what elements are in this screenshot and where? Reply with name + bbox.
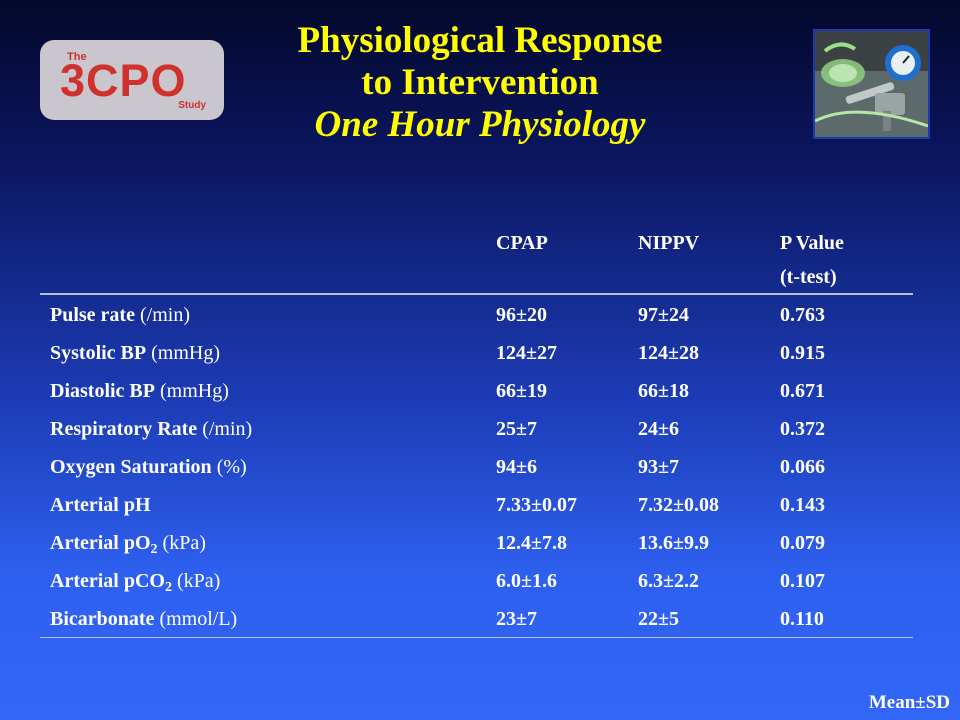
table-top-rule — [40, 293, 913, 295]
p-value: 0.107 — [780, 570, 825, 592]
nippv-value: 13.6±9.9 — [638, 532, 709, 554]
row-label: Pulse rate (/min) — [50, 304, 190, 326]
col-header-pvalue: P Value (t-test) — [780, 226, 844, 294]
logo-study: Study — [178, 100, 206, 111]
row-label: Respiratory Rate (/min) — [50, 418, 253, 440]
row-label: Oxygen Saturation (%) — [50, 456, 247, 478]
nippv-value: 66±18 — [638, 380, 689, 402]
nippv-value: 124±28 — [638, 342, 699, 364]
cpap-value: 25±7 — [496, 418, 537, 440]
medical-equipment-photo — [813, 29, 930, 139]
p-value: 0.143 — [780, 494, 825, 516]
pvalue-sublabel: (t-test) — [780, 266, 837, 288]
row-label: Bicarbonate (mmol/L) — [50, 608, 238, 630]
pvalue-label: P Value — [780, 232, 844, 254]
nippv-value: 24±6 — [638, 418, 679, 440]
results-table: Pulse rate (/min) 96±20 97±24 0.763 Syst… — [0, 296, 960, 638]
cpap-value: 124±27 — [496, 342, 557, 364]
cpap-value: 96±20 — [496, 304, 547, 326]
cpap-value: 7.33±0.07 — [496, 494, 577, 516]
table-bottom-rule — [40, 637, 913, 638]
col-header-cpap: CPAP — [496, 232, 548, 254]
row-label: Arterial pH — [50, 494, 151, 516]
table-row: Arterial pCO2 (kPa) 6.0±1.6 6.3±2.2 0.10… — [0, 562, 960, 600]
row-label: Diastolic BP (mmHg) — [50, 380, 229, 402]
nippv-value: 7.32±0.08 — [638, 494, 719, 516]
col-header-nippv: NIPPV — [638, 232, 700, 254]
p-value: 0.915 — [780, 342, 825, 364]
footer-note: Mean±SD — [868, 692, 950, 713]
nippv-value: 22±5 — [638, 608, 679, 630]
cpap-value: 6.0±1.6 — [496, 570, 557, 592]
p-value: 0.066 — [780, 456, 825, 478]
table-row: Arterial pO2 (kPa) 12.4±7.8 13.6±9.9 0.0… — [0, 524, 960, 562]
p-value: 0.763 — [780, 304, 825, 326]
row-label: Arterial pO2 (kPa) — [50, 532, 206, 557]
table-row: Arterial pH 7.33±0.07 7.32±0.08 0.143 — [0, 486, 960, 524]
p-value: 0.110 — [780, 608, 824, 630]
title-subtitle: One Hour Physiology — [314, 104, 646, 145]
title-line-2: to Intervention — [361, 62, 599, 103]
slide-title: Physiological Response to Intervention O… — [230, 20, 730, 146]
p-value: 0.372 — [780, 418, 825, 440]
row-label: Arterial pCO2 (kPa) — [50, 570, 221, 595]
cpap-value: 94±6 — [496, 456, 537, 478]
cpap-value: 23±7 — [496, 608, 537, 630]
logo-the: The — [67, 51, 87, 63]
nippv-value: 6.3±2.2 — [638, 570, 699, 592]
study-logo: The 3CPO Study — [40, 40, 224, 120]
table-row: Oxygen Saturation (%) 94±6 93±7 0.066 — [0, 448, 960, 486]
table-row: Bicarbonate (mmol/L) 23±7 22±5 0.110 — [0, 600, 960, 638]
cpap-value: 12.4±7.8 — [496, 532, 567, 554]
cpap-value: 66±19 — [496, 380, 547, 402]
p-value: 0.671 — [780, 380, 825, 402]
nippv-value: 93±7 — [638, 456, 679, 478]
row-label: Systolic BP (mmHg) — [50, 342, 221, 364]
table-row: Systolic BP (mmHg) 124±27 124±28 0.915 — [0, 334, 960, 372]
nippv-value: 97±24 — [638, 304, 689, 326]
title-line-1: Physiological Response — [297, 20, 663, 61]
table-row: Pulse rate (/min) 96±20 97±24 0.763 — [0, 296, 960, 334]
equipment-illustration-icon — [815, 31, 928, 137]
table-row: Respiratory Rate (/min) 25±7 24±6 0.372 — [0, 410, 960, 448]
table-row: Diastolic BP (mmHg) 66±19 66±18 0.671 — [0, 372, 960, 410]
p-value: 0.079 — [780, 532, 825, 554]
logo-main: 3CPO — [60, 55, 187, 106]
